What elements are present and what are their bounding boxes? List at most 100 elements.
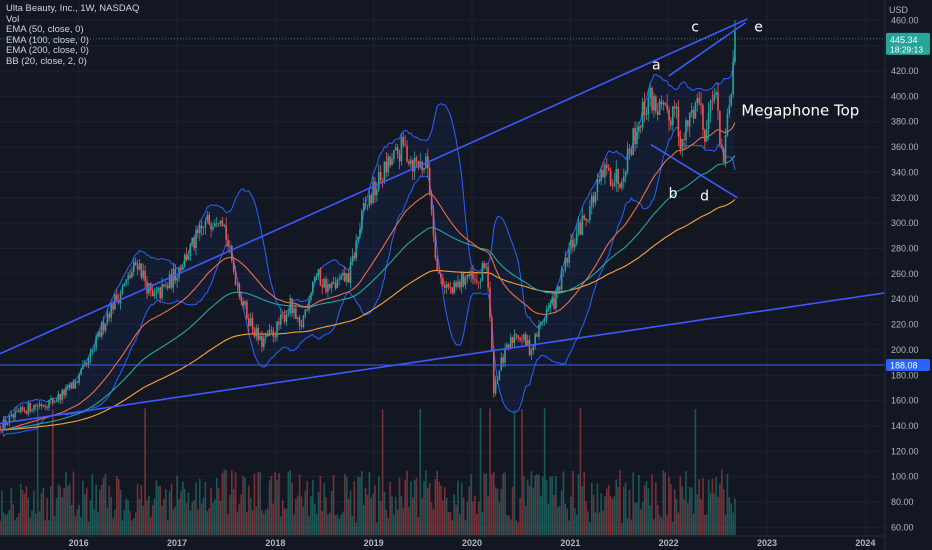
candle-body xyxy=(570,239,572,250)
candle-body xyxy=(268,329,271,337)
candle-body xyxy=(587,219,589,221)
indicator-vol[interactable]: Vol xyxy=(6,13,20,25)
candle-body xyxy=(404,144,406,146)
volume-bar xyxy=(200,503,203,535)
candle-body xyxy=(509,337,512,348)
volume-bar xyxy=(425,470,427,535)
candle-body xyxy=(155,290,158,294)
candle-body xyxy=(376,188,378,196)
volume-bar xyxy=(685,471,687,535)
candle-body xyxy=(221,220,224,227)
volume-bar xyxy=(361,471,363,535)
volume-bar xyxy=(0,521,1,535)
candle-body xyxy=(581,215,584,235)
candle-body xyxy=(206,214,209,221)
volume-bar xyxy=(560,491,563,535)
volume-bar xyxy=(683,499,685,535)
volume-bar xyxy=(33,490,35,535)
volume-bar xyxy=(19,483,22,535)
candle-body xyxy=(278,321,280,325)
indicator-ema200[interactable]: EMA (200, close, 0) xyxy=(6,45,89,56)
volume-bar xyxy=(332,474,335,535)
volume-bar xyxy=(641,502,644,535)
volume-bar xyxy=(134,512,137,535)
candle-body xyxy=(468,274,471,276)
candle-body xyxy=(1,429,3,431)
volume-bar xyxy=(238,504,241,535)
candle-body xyxy=(78,374,80,383)
candle-body xyxy=(261,335,263,347)
volume-bar xyxy=(214,499,216,535)
candle-body xyxy=(698,97,700,104)
time-tick-label: 2020 xyxy=(462,538,482,548)
volume-bar xyxy=(655,482,657,535)
candle-body xyxy=(547,307,550,310)
volume-bar xyxy=(221,473,224,535)
candle-body xyxy=(16,410,18,412)
volume-bar xyxy=(645,481,648,535)
volume-bar xyxy=(517,522,520,535)
candle-body xyxy=(18,410,20,412)
time-axis[interactable]: 2016 2017 2018 2019 2020 2021 2022 2023 2024 xyxy=(0,535,885,548)
candle-body xyxy=(38,404,41,406)
candle-body xyxy=(492,350,495,394)
candle-body xyxy=(2,419,5,430)
candle-body xyxy=(455,282,457,287)
volume-bar xyxy=(442,500,444,535)
candle-body xyxy=(594,192,597,203)
volume-bar xyxy=(649,505,651,535)
candle-body xyxy=(65,386,67,396)
candle-body xyxy=(607,167,610,171)
indicator-ema50[interactable]: EMA (50, close, 0) xyxy=(6,24,84,35)
volume-bar xyxy=(417,517,420,535)
volume-bar xyxy=(153,498,156,535)
candle-body xyxy=(293,308,295,314)
volume-bar xyxy=(310,495,312,535)
annotation-d: d xyxy=(700,188,709,204)
candle-body xyxy=(472,271,474,280)
volume-bar xyxy=(387,518,390,535)
volume-bar xyxy=(65,471,67,535)
volume-bar xyxy=(255,506,258,535)
volume-bar xyxy=(151,504,154,535)
volume-bar xyxy=(149,516,152,535)
price-axis[interactable]: USD 60.00 80.00 100.00 120.00 140.00 160.00 18… xyxy=(884,0,919,550)
candle-body xyxy=(538,324,540,337)
volume-bar xyxy=(344,473,346,535)
trendlines[interactable] xyxy=(0,18,886,425)
bb-fill xyxy=(0,51,735,437)
price-tick-label: 260.00 xyxy=(891,269,919,279)
volume-bar xyxy=(660,517,663,535)
volume-bar xyxy=(698,479,700,535)
candle-body xyxy=(223,225,226,227)
candle-body xyxy=(330,281,333,288)
volume-bar xyxy=(530,471,533,535)
candle-body xyxy=(611,185,614,187)
price-tick-label: 200.00 xyxy=(891,345,919,355)
indicator-ema100[interactable]: EMA (100, close, 0) xyxy=(6,34,89,46)
horizontal-line-group[interactable]: 188.08 xyxy=(0,38,930,372)
volume-bar xyxy=(643,485,646,535)
chart-title: Ulta Beauty, Inc., 1W, NASDAQ xyxy=(6,3,140,14)
volume-bar xyxy=(436,470,439,535)
volume-bar xyxy=(14,520,16,535)
price-tick-label: 80.00 xyxy=(891,497,914,507)
volume-bar xyxy=(38,511,41,535)
time-tick-label: 2019 xyxy=(364,538,384,548)
volume-bar xyxy=(68,483,71,535)
candle-body xyxy=(116,294,118,300)
candle-body xyxy=(231,245,233,261)
volume-bar xyxy=(353,481,356,535)
volume-bar xyxy=(675,498,678,535)
volume-bar xyxy=(445,497,448,535)
price-tick-label: 380.00 xyxy=(891,117,919,127)
candle-body xyxy=(123,283,126,287)
volume-bar xyxy=(485,473,488,535)
volume-bar xyxy=(547,504,550,535)
candle-body xyxy=(483,263,486,269)
indicator-bb[interactable]: BB (20, close, 2, 0) xyxy=(6,55,87,67)
volume-bar xyxy=(402,508,405,535)
candle-body xyxy=(442,278,444,286)
